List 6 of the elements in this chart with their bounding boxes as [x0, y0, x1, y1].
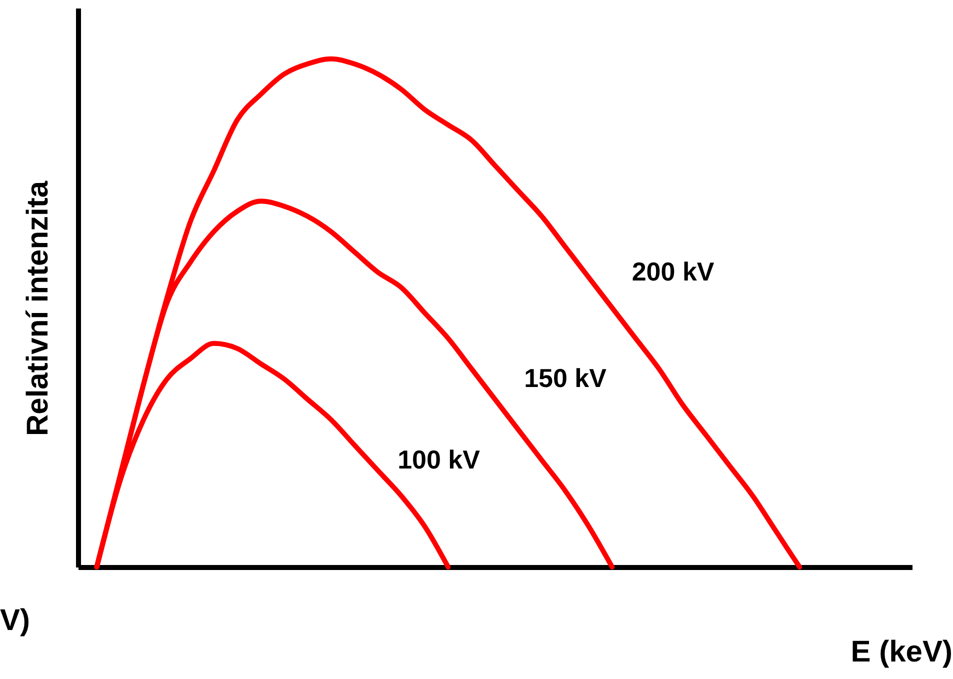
series-label: 200 kV	[632, 256, 715, 286]
series-label: 150 kV	[524, 362, 608, 393]
y-axis-title: Relativní intenzita	[22, 180, 54, 436]
x-axis-title: E (keV)	[850, 636, 952, 668]
text: V)	[0, 604, 30, 637]
series-label: 100 kV	[398, 444, 481, 474]
